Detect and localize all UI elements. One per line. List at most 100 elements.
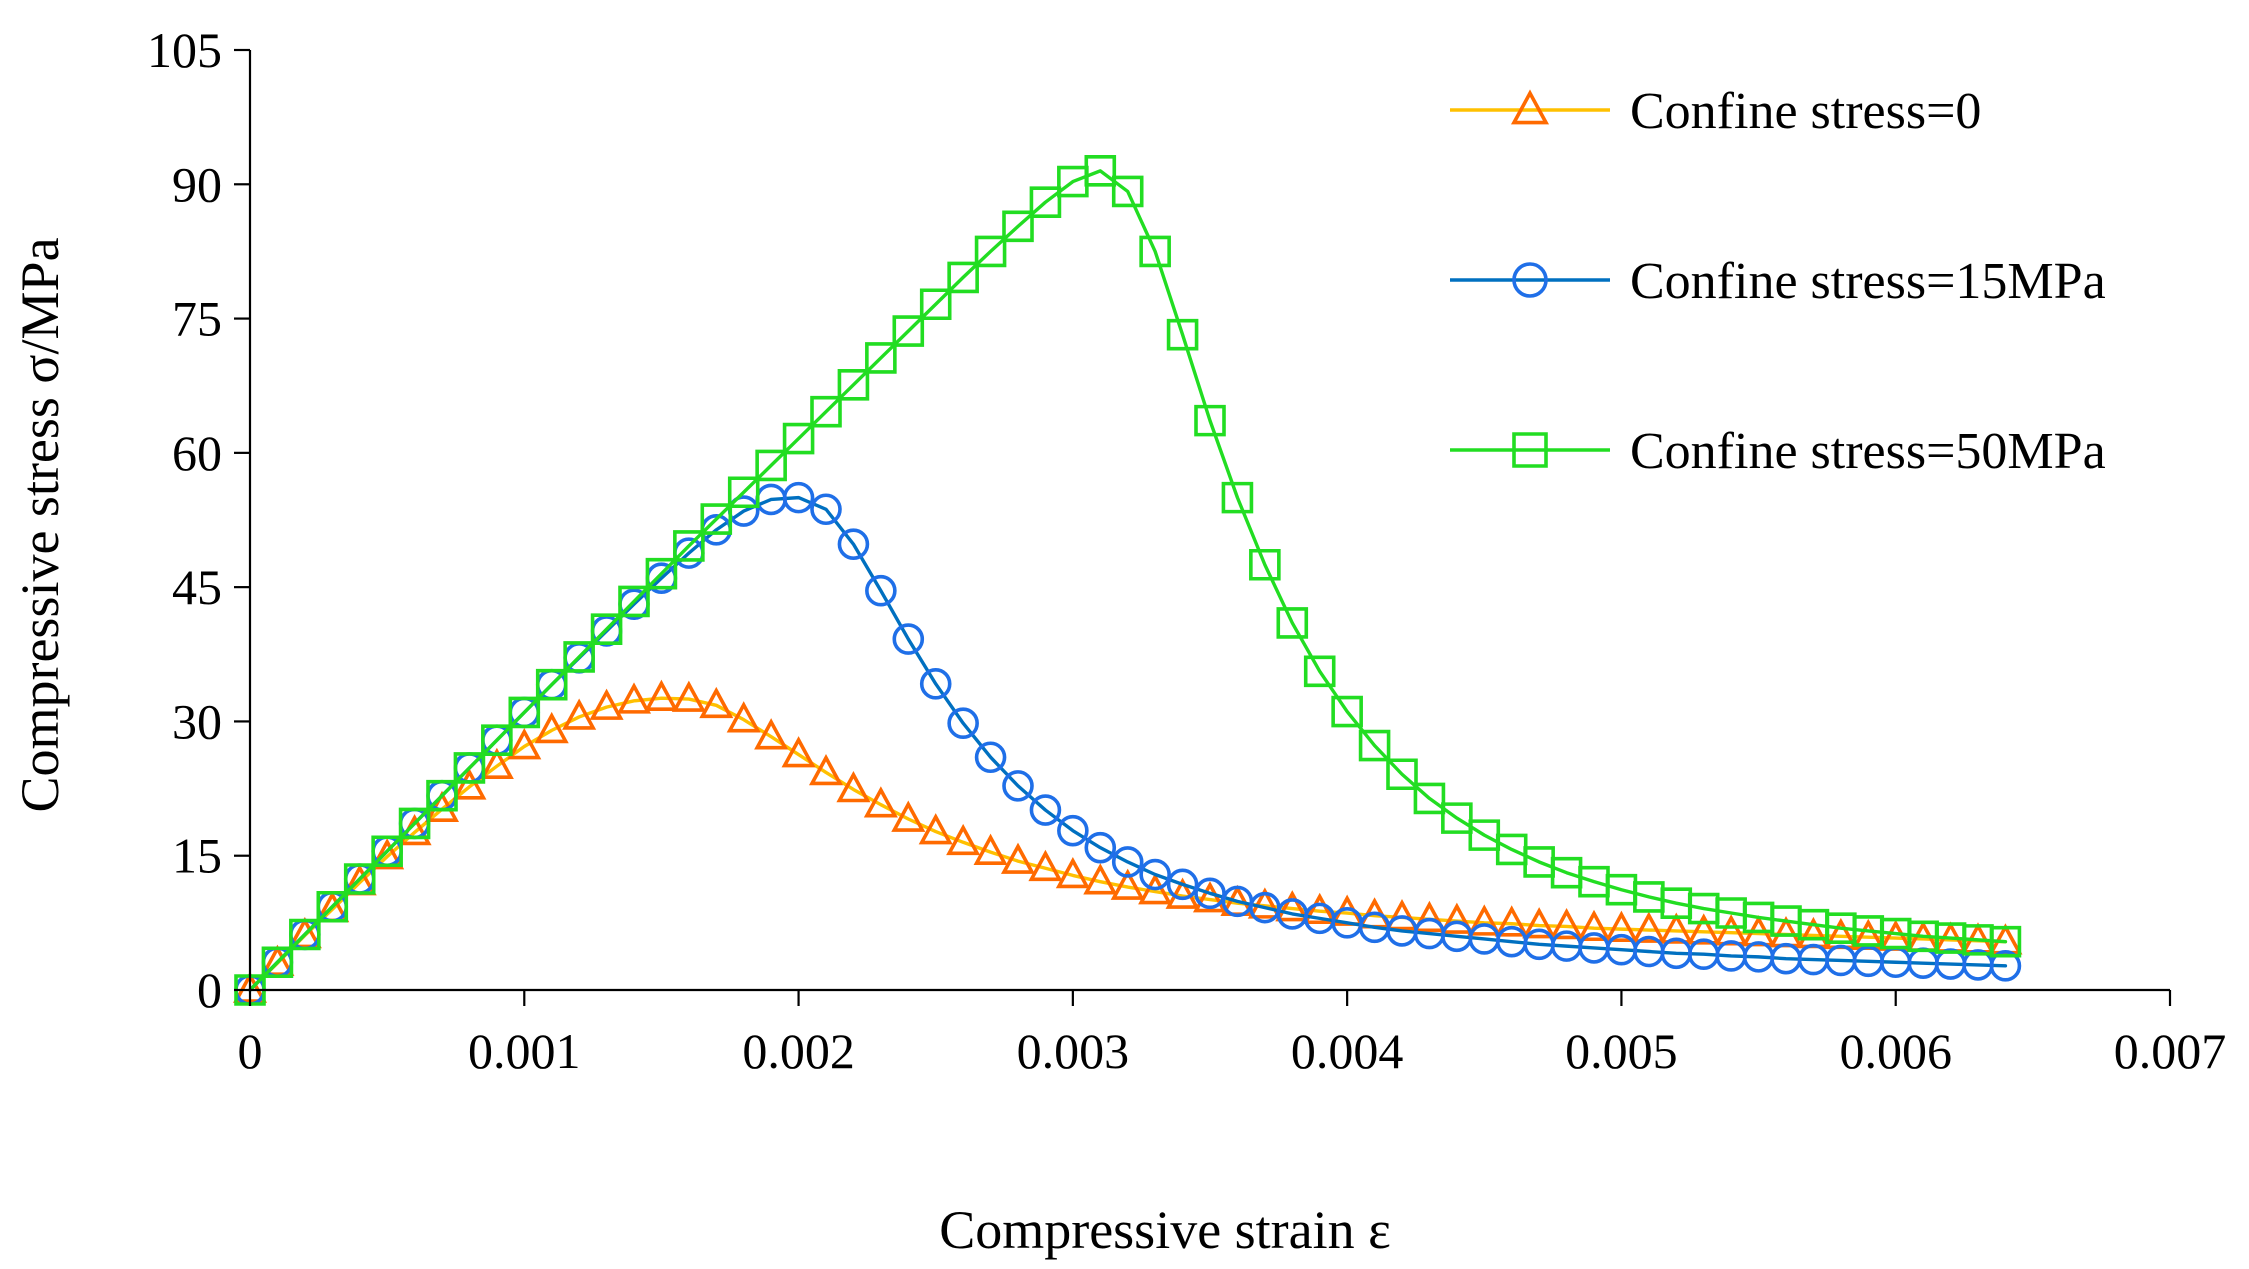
data-point-triangle bbox=[1138, 873, 1173, 905]
data-point-square bbox=[316, 890, 349, 923]
x-tick-label: 0.001 bbox=[468, 1023, 581, 1079]
series-confine-0 bbox=[232, 679, 2023, 1003]
data-point-triangle bbox=[863, 786, 898, 818]
data-point-triangle bbox=[644, 679, 679, 711]
data-point-square bbox=[426, 779, 458, 812]
data-point-triangle bbox=[1302, 892, 1337, 925]
data-point-circle bbox=[865, 575, 897, 607]
data-point-square bbox=[1221, 481, 1254, 514]
legend-label-confine-15: Confine stress=15MPa bbox=[1630, 253, 2106, 310]
data-point-triangle bbox=[891, 800, 926, 832]
data-point-square bbox=[755, 449, 787, 482]
legend-item-confine-50: Confine stress=50MPa bbox=[1450, 423, 2106, 480]
data-point-circle bbox=[1111, 846, 1144, 878]
data-point-triangle bbox=[1522, 907, 1557, 939]
data-point-square bbox=[1331, 695, 1363, 728]
data-point-square bbox=[535, 668, 568, 701]
data-point-square bbox=[508, 696, 541, 729]
y-tick-label: 15 bbox=[172, 828, 222, 884]
data-point-square bbox=[1303, 655, 1336, 688]
series-line-confine-50 bbox=[248, 169, 2008, 992]
ticks-layer: 0 15 30 45 60 75 90 105 0 0.001 0.002 0.003 0.004 0.0… bbox=[147, 22, 2226, 1079]
x-tick-label: 0.006 bbox=[1839, 1023, 1952, 1079]
x-axis-title: Compressive strain ε bbox=[939, 1200, 1391, 1260]
data-point-circle bbox=[892, 623, 925, 655]
data-point-triangle bbox=[370, 838, 405, 870]
data-point-square bbox=[865, 342, 897, 374]
data-point-circle bbox=[1057, 814, 1089, 847]
data-point-triangle bbox=[1631, 911, 1666, 943]
data-point-triangle bbox=[1467, 904, 1502, 936]
x-tick-label: 0.004 bbox=[1291, 1023, 1404, 1079]
y-tick-label: 60 bbox=[172, 425, 222, 481]
data-point-triangle bbox=[589, 688, 624, 720]
data-point-triangle bbox=[1275, 890, 1310, 922]
legend: Confine stress=0 Confine stress=15MPa Co… bbox=[1450, 83, 2106, 480]
data-point-square bbox=[892, 315, 925, 347]
data-point-triangle bbox=[616, 682, 652, 714]
data-point-square bbox=[810, 395, 842, 428]
data-point-triangle bbox=[781, 736, 816, 768]
legend-marker-confine-15-circle bbox=[1512, 262, 1548, 298]
data-point-square bbox=[1111, 175, 1144, 208]
data-point-square bbox=[398, 807, 431, 840]
data-point-square bbox=[1249, 548, 1281, 581]
series-layer bbox=[232, 155, 2023, 1006]
data-point-triangle bbox=[1055, 856, 1090, 889]
data-point-circle bbox=[1139, 858, 1171, 891]
legend-marker-confine-50-square bbox=[1512, 432, 1548, 468]
data-point-triangle bbox=[946, 823, 981, 856]
data-point-triangle bbox=[1192, 881, 1228, 913]
data-point-triangle bbox=[973, 833, 1008, 865]
data-point-square bbox=[673, 530, 705, 562]
data-point-square bbox=[590, 613, 623, 646]
data-point-circle bbox=[1084, 831, 1117, 864]
series-confine-50 bbox=[234, 155, 2022, 1006]
x-tick-label: 0.003 bbox=[1017, 1023, 1130, 1079]
data-point-square bbox=[1029, 186, 1062, 218]
data-point-triangle bbox=[507, 728, 542, 760]
data-point-circle bbox=[1002, 770, 1034, 802]
data-point-circle bbox=[919, 668, 952, 700]
data-point-triangle bbox=[671, 680, 706, 712]
data-point-square bbox=[289, 918, 321, 951]
data-point-square bbox=[234, 974, 266, 1006]
data-point-circle bbox=[1166, 868, 1199, 901]
data-point-triangle bbox=[1083, 863, 1118, 895]
data-point-triangle bbox=[1604, 910, 1639, 942]
data-point-triangle bbox=[1000, 842, 1036, 874]
data-point-circle bbox=[810, 493, 842, 525]
data-point-triangle bbox=[1028, 849, 1063, 882]
y-tick-label: 30 bbox=[172, 693, 222, 749]
data-point-square bbox=[645, 557, 678, 590]
data-point-triangle bbox=[836, 771, 871, 803]
data-point-triangle bbox=[754, 718, 789, 750]
data-point-square bbox=[481, 724, 513, 757]
data-point-triangle bbox=[1165, 877, 1200, 909]
y-tick-label: 0 bbox=[197, 962, 222, 1018]
data-point-triangle bbox=[479, 747, 514, 780]
data-point-square bbox=[1139, 235, 1171, 268]
series-confine-15 bbox=[234, 481, 2022, 1006]
data-point-square bbox=[1276, 607, 1309, 639]
data-point-square bbox=[1002, 210, 1034, 243]
data-point-square bbox=[1166, 318, 1199, 351]
data-point-triangle bbox=[1549, 907, 1584, 940]
data-point-square bbox=[974, 235, 1007, 268]
data-point-square bbox=[837, 369, 870, 401]
x-tick-label: 0.002 bbox=[742, 1023, 855, 1079]
data-point-triangle bbox=[1494, 905, 1529, 937]
data-point-square bbox=[919, 288, 952, 321]
y-axis-title: Compressive stress σ/MPa bbox=[10, 237, 70, 812]
x-tick-label: 0.005 bbox=[1565, 1023, 1678, 1079]
data-point-square bbox=[261, 946, 294, 979]
data-point-triangle bbox=[726, 701, 761, 733]
data-point-square bbox=[563, 641, 595, 673]
data-point-triangle bbox=[808, 753, 844, 786]
data-point-square bbox=[343, 863, 376, 895]
data-point-square bbox=[1989, 925, 2022, 958]
data-point-square bbox=[371, 835, 403, 868]
data-point-circle bbox=[1029, 794, 1062, 826]
